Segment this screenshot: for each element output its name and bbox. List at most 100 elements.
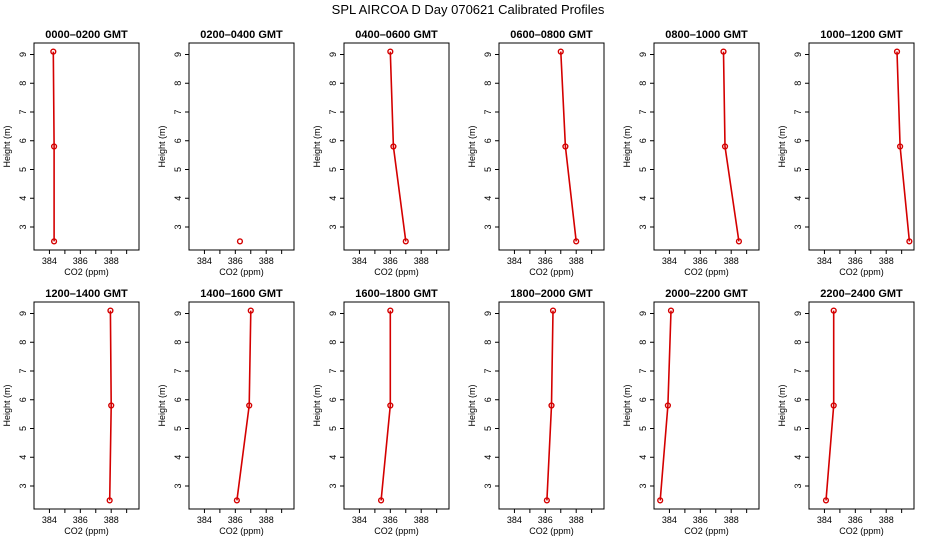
profile-panel: 1800–2000 GMT 384 386 388 3 4 5 6 7 8 9 CO2 (ppm) He… (467, 288, 605, 536)
x-tick-label: 388 (569, 515, 584, 525)
figure-title: SPL AIRCOA D Day 070621 Calibrated Profi… (332, 2, 605, 17)
profile-point (377, 497, 385, 504)
y-tick-label: 9 (483, 52, 493, 57)
y-tick-label: 3 (173, 224, 183, 229)
x-axis-label: CO2 (ppm) (64, 267, 109, 277)
x-tick-label: 384 (507, 256, 522, 266)
profile-point (50, 143, 58, 150)
x-tick-label: 384 (662, 515, 677, 525)
y-tick-label: 7 (483, 109, 493, 114)
y-tick-label: 6 (638, 397, 648, 402)
y-tick-label: 6 (173, 138, 183, 143)
profile-point (233, 497, 240, 504)
profile-point (548, 402, 555, 409)
profile-point (557, 48, 564, 55)
profile-line (560, 51, 577, 242)
y-tick-label: 6 (793, 138, 803, 143)
y-tick-label: 6 (173, 397, 183, 402)
x-tick-label: 388 (104, 515, 119, 525)
y-tick-label: 3 (18, 224, 28, 229)
y-tick-label: 6 (328, 138, 338, 143)
x-axis-label: CO2 (ppm) (219, 526, 264, 536)
y-tick-label: 5 (483, 167, 493, 172)
panel-title: 0800–1000 GMT (665, 29, 748, 41)
profile-panel: 1400–1600 GMT 384 386 388 3 4 5 6 7 8 9 CO2 (ppm) He… (157, 288, 295, 536)
x-tick-label: 384 (817, 515, 832, 525)
profile-line (236, 310, 252, 501)
profile-point (387, 402, 394, 409)
profile-point (390, 143, 397, 150)
x-tick-label: 386 (693, 256, 708, 266)
y-tick-label: 4 (483, 196, 493, 201)
y-tick-label: 8 (328, 81, 338, 86)
panel-title: 1400–1600 GMT (200, 288, 283, 300)
y-tick-label: 8 (173, 340, 183, 345)
x-tick-label: 384 (507, 515, 522, 525)
y-tick-label: 6 (638, 138, 648, 143)
y-tick-label: 3 (793, 224, 803, 229)
y-tick-label: 6 (328, 397, 338, 402)
profile-panel: 1000–1200 GMT 384 386 388 3 4 5 6 7 8 9 CO2 (ppm) He… (777, 29, 915, 277)
y-tick-label: 8 (638, 340, 648, 345)
x-tick-label: 388 (414, 256, 429, 266)
y-tick-label: 8 (173, 81, 183, 86)
x-tick-label: 386 (848, 515, 863, 525)
plot-frame (653, 42, 760, 251)
y-tick-label: 7 (328, 109, 338, 114)
y-tick-label: 8 (328, 340, 338, 345)
profile-point (246, 402, 253, 409)
x-axis-label: CO2 (ppm) (684, 526, 729, 536)
profile-point (387, 48, 394, 55)
y-tick-label: 7 (18, 368, 28, 373)
y-tick-label: 3 (18, 483, 28, 488)
profile-panel: 0800–1000 GMT 384 386 388 3 4 5 6 7 8 9 CO2 (ppm) He… (622, 29, 760, 277)
panel-title: 0400–0600 GMT (355, 29, 438, 41)
x-tick-label: 386 (228, 515, 243, 525)
y-tick-label: 7 (173, 109, 183, 114)
profile-point (549, 307, 557, 314)
panel-title: 1600–1800 GMT (355, 288, 438, 300)
profile-point (897, 143, 904, 150)
x-axis-label: CO2 (ppm) (684, 267, 729, 277)
profile-panel: 0600–0800 GMT 384 386 388 3 4 5 6 7 8 9 CO2 (ppm) He… (467, 29, 605, 277)
profile-line (659, 310, 672, 501)
profile-point (247, 307, 254, 314)
profile-panel: 2200–2400 GMT 384 386 388 3 4 5 6 7 8 9 CO2 (ppm) He… (777, 288, 915, 536)
y-tick-label: 7 (638, 109, 648, 114)
x-tick-label: 384 (352, 515, 367, 525)
x-tick-label: 386 (538, 256, 553, 266)
profile-point (893, 48, 901, 55)
x-tick-label: 384 (352, 256, 367, 266)
x-tick-label: 384 (817, 256, 832, 266)
y-tick-label: 4 (173, 196, 183, 201)
y-tick-label: 3 (173, 483, 183, 488)
y-tick-label: 5 (793, 167, 803, 172)
y-tick-label: 8 (18, 340, 28, 345)
y-tick-label: 3 (483, 224, 493, 229)
x-axis-label: CO2 (ppm) (64, 526, 109, 536)
x-axis-label: CO2 (ppm) (374, 267, 419, 277)
x-axis-label: CO2 (ppm) (839, 267, 884, 277)
profile-point (562, 143, 569, 150)
profile-panel: 0400–0600 GMT 384 386 388 3 4 5 6 7 8 9 CO2 (ppm) He… (312, 29, 450, 277)
x-tick-label: 388 (724, 256, 739, 266)
y-axis-label: Height (m) (312, 384, 322, 426)
y-axis-label: Height (m) (2, 125, 12, 167)
y-tick-label: 5 (638, 426, 648, 431)
x-tick-label: 388 (879, 515, 894, 525)
panel-title: 0600–0800 GMT (510, 29, 593, 41)
y-axis-label: Height (m) (777, 125, 787, 167)
y-tick-label: 7 (483, 368, 493, 373)
profile-panel: 2000–2200 GMT 384 386 388 3 4 5 6 7 8 9 CO2 (ppm) He… (622, 288, 760, 536)
profile-point (657, 497, 664, 504)
y-tick-label: 4 (18, 196, 28, 201)
profile-point (667, 307, 675, 314)
y-axis-label: Height (m) (157, 384, 167, 426)
plot-frame (33, 42, 140, 251)
profile-point (107, 307, 114, 314)
y-tick-label: 7 (328, 368, 338, 373)
profile-point (664, 402, 671, 409)
y-tick-label: 9 (173, 311, 183, 316)
x-tick-label: 384 (197, 515, 212, 525)
